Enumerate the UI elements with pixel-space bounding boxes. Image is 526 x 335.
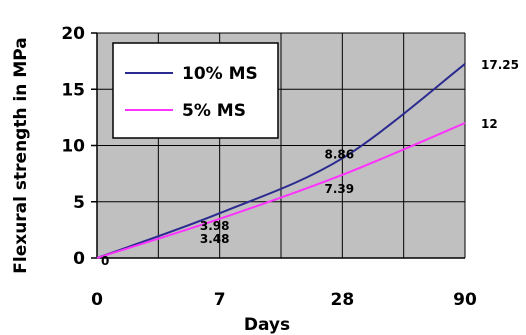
data-label: 17.25 bbox=[481, 58, 519, 72]
x-tick-label: 90 bbox=[453, 290, 477, 310]
data-label: 8.86 bbox=[325, 147, 355, 161]
y-tick-label: 20 bbox=[61, 24, 85, 44]
x-tick-label: 28 bbox=[330, 290, 354, 310]
legend-box bbox=[113, 43, 278, 138]
data-label: 3.48 bbox=[200, 232, 230, 246]
y-tick-label: 10 bbox=[61, 137, 85, 157]
y-tick-label: 0 bbox=[73, 249, 85, 269]
x-axis-title: Days bbox=[244, 315, 290, 335]
x-tick-label: 7 bbox=[214, 290, 226, 310]
legend-label-5-ms: 5% MS bbox=[182, 101, 246, 121]
x-tick-label: 0 bbox=[91, 290, 103, 310]
y-axis-title: Flexural strength in MPa bbox=[11, 37, 31, 273]
data-label: 0 bbox=[101, 254, 109, 268]
legend: 10% MS 5% MS bbox=[113, 43, 278, 138]
x-axis-ticks: 0 7 28 90 bbox=[91, 290, 477, 310]
y-tick-label: 15 bbox=[61, 80, 85, 100]
y-axis-ticks: 0 5 10 15 20 bbox=[61, 24, 97, 269]
y-tick-label: 5 bbox=[73, 193, 85, 213]
legend-label-10-ms: 10% MS bbox=[182, 64, 258, 84]
data-label: 7.39 bbox=[325, 182, 355, 196]
data-label: 12 bbox=[481, 117, 498, 131]
